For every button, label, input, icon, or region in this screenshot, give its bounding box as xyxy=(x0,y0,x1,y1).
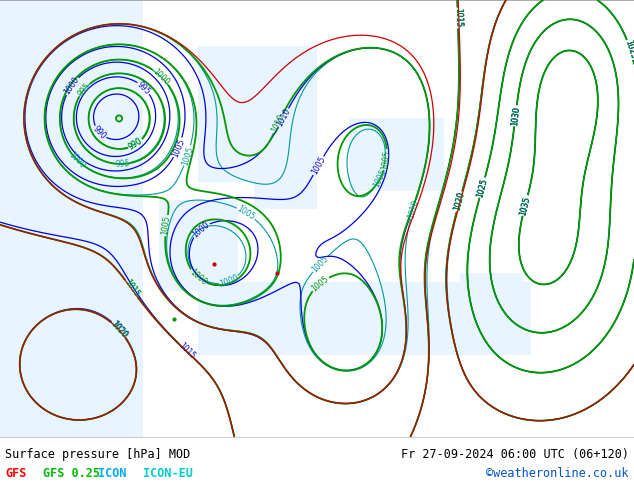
Text: 1000: 1000 xyxy=(190,220,211,239)
Bar xyxy=(254,137,317,209)
Text: GFS 0.25: GFS 0.25 xyxy=(43,467,100,481)
Text: 1025: 1025 xyxy=(476,177,489,198)
Text: 1015: 1015 xyxy=(122,278,141,299)
Text: 1010: 1010 xyxy=(406,198,420,220)
Text: 1025: 1025 xyxy=(623,39,634,60)
Text: 1005: 1005 xyxy=(171,137,186,158)
Text: 1030: 1030 xyxy=(510,105,521,126)
Text: 1015: 1015 xyxy=(122,278,141,299)
Text: 1010: 1010 xyxy=(275,107,292,128)
Text: GFS: GFS xyxy=(5,467,27,481)
Text: 1020: 1020 xyxy=(110,319,129,340)
Text: Fr 27-09-2024 06:00 UTC (06+120): Fr 27-09-2024 06:00 UTC (06+120) xyxy=(401,447,629,461)
Text: 1005: 1005 xyxy=(372,168,388,189)
Text: 1020: 1020 xyxy=(453,191,466,212)
Text: 1005: 1005 xyxy=(380,149,392,170)
Text: 995: 995 xyxy=(76,81,92,98)
Text: 1035: 1035 xyxy=(519,195,532,216)
Text: Surface pressure [hPa] MOD: Surface pressure [hPa] MOD xyxy=(5,447,190,461)
Bar xyxy=(460,273,523,310)
Text: 1000: 1000 xyxy=(188,268,209,287)
Bar xyxy=(349,119,444,191)
Text: 1030: 1030 xyxy=(510,105,521,126)
Bar xyxy=(158,200,238,292)
Text: 1015: 1015 xyxy=(176,341,197,361)
Text: 1005: 1005 xyxy=(310,254,330,274)
Bar xyxy=(198,282,531,355)
Text: 1015: 1015 xyxy=(453,8,463,28)
Text: 1005: 1005 xyxy=(235,204,257,222)
Text: 1000: 1000 xyxy=(151,67,171,87)
Text: 990: 990 xyxy=(127,136,145,151)
Text: 1035: 1035 xyxy=(519,195,532,216)
Text: 1035: 1035 xyxy=(519,195,532,216)
Text: 1005: 1005 xyxy=(310,274,330,294)
Text: 1025: 1025 xyxy=(476,177,489,198)
Text: 1005: 1005 xyxy=(161,215,172,236)
Text: 1020: 1020 xyxy=(453,191,466,212)
Text: 1015: 1015 xyxy=(453,8,463,28)
Text: ICON: ICON xyxy=(98,467,127,481)
Text: 990: 990 xyxy=(91,124,108,141)
Text: 1000: 1000 xyxy=(62,75,81,97)
Text: 1030: 1030 xyxy=(510,105,521,126)
Text: 995: 995 xyxy=(115,159,131,169)
Text: 990: 990 xyxy=(127,137,145,152)
Text: 1020: 1020 xyxy=(453,191,466,212)
Text: 1005: 1005 xyxy=(180,145,195,166)
Text: 1020: 1020 xyxy=(109,319,129,340)
Bar xyxy=(0,0,143,437)
Text: 1015: 1015 xyxy=(453,8,463,28)
Text: 1000: 1000 xyxy=(67,149,87,170)
Text: ICON-EU: ICON-EU xyxy=(143,467,193,481)
Text: 995: 995 xyxy=(136,79,152,96)
Bar xyxy=(198,46,317,182)
Text: 1025: 1025 xyxy=(623,39,634,60)
Text: 1025: 1025 xyxy=(476,177,489,198)
Text: ©weatheronline.co.uk: ©weatheronline.co.uk xyxy=(486,467,629,481)
Text: 1020: 1020 xyxy=(109,319,129,340)
Text: 1005: 1005 xyxy=(309,155,327,176)
Text: 1000: 1000 xyxy=(219,273,240,289)
Text: 1025: 1025 xyxy=(623,39,634,60)
Text: 1010: 1010 xyxy=(270,113,287,134)
